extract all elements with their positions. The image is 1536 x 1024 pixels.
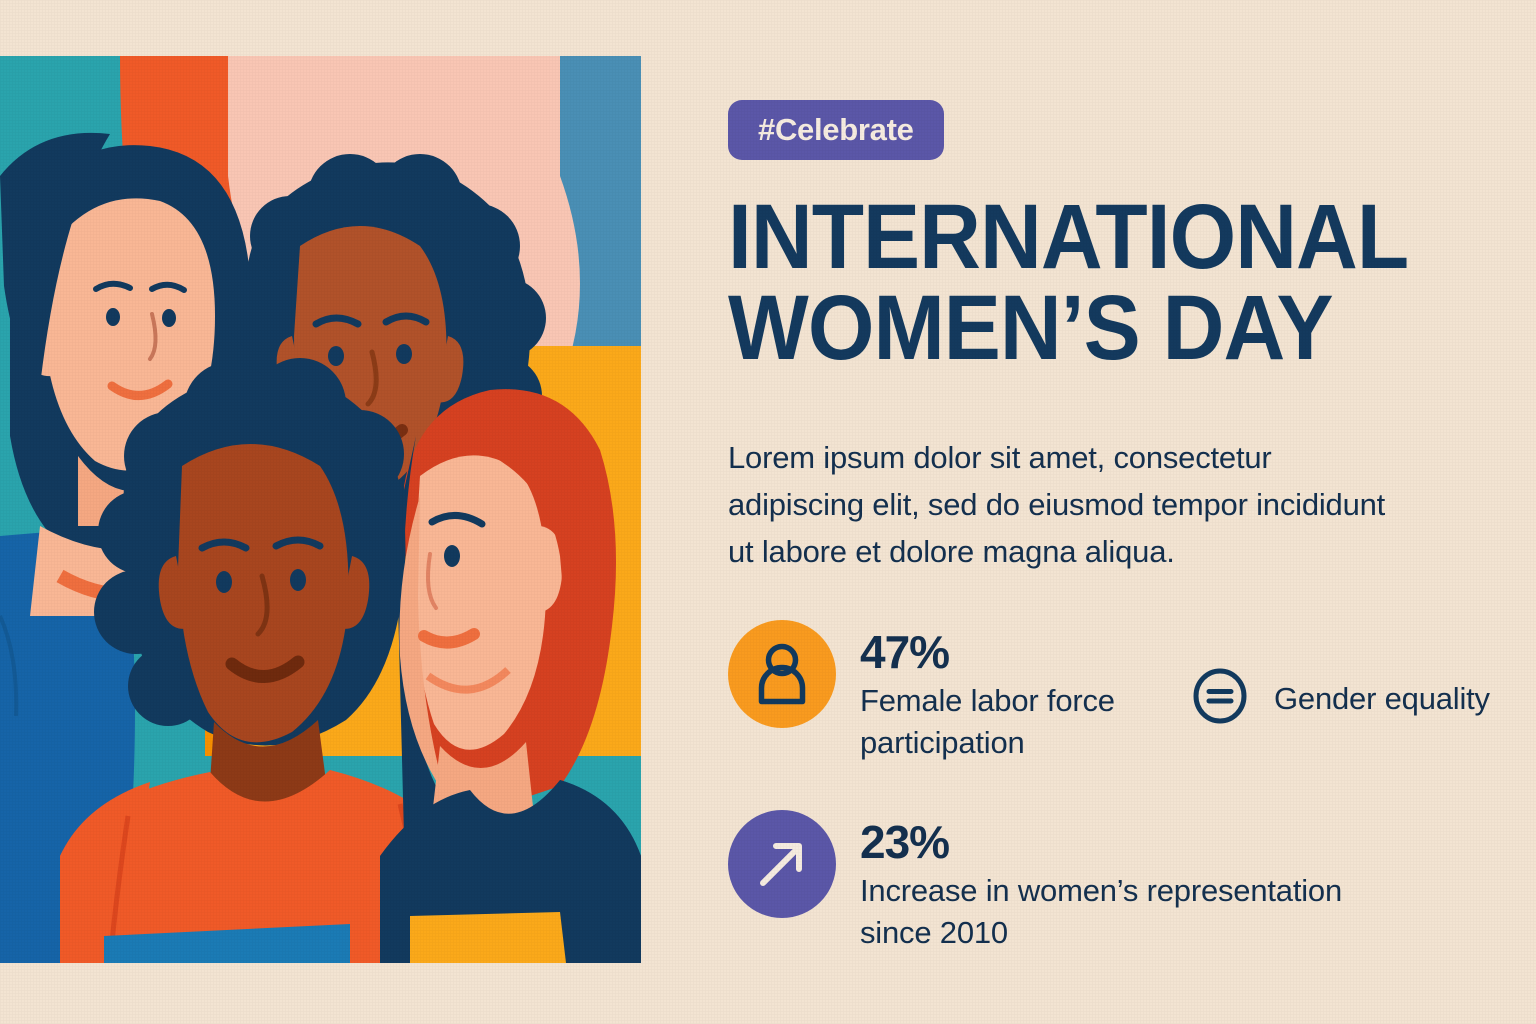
- women-illustration: [0, 56, 641, 963]
- stat-value: 23%: [860, 816, 950, 868]
- content-column: #Celebrate INTERNATIONAL WOMEN’S DAY Lor…: [724, 0, 1536, 1024]
- figure-front-right: [380, 389, 641, 963]
- stat-label: Increase in women’s representation since…: [860, 873, 1343, 951]
- person-icon: [728, 620, 836, 728]
- stat-label: Female labor force participation: [860, 683, 1115, 761]
- stat-value: 47%: [860, 626, 950, 678]
- gender-equality-item: Gender equality: [1192, 668, 1490, 729]
- page-title: INTERNATIONAL WOMEN’S DAY: [728, 186, 1435, 380]
- stat-female-labor-force: 47% Female labor force participation: [728, 620, 1158, 764]
- celebrate-badge[interactable]: #Celebrate: [728, 100, 944, 160]
- title-line-1: INTERNATIONAL: [728, 186, 1409, 288]
- intro-paragraph: Lorem ipsum dolor sit amet, consectetur …: [728, 440, 1386, 570]
- stat-text: 23% Increase in women’s representation s…: [860, 810, 1408, 954]
- arrow-up-right-icon: [728, 810, 836, 918]
- gender-equality-label: Gender equality: [1274, 680, 1490, 716]
- illustration-panel: [0, 56, 641, 963]
- title-line-2: WOMEN’S DAY: [728, 277, 1334, 380]
- stat-text: 47% Female labor force participation: [860, 620, 1158, 764]
- figure-front-left: [60, 358, 470, 963]
- stat-representation-increase: 23% Increase in women’s representation s…: [728, 810, 1408, 954]
- equals-circle-icon: [1192, 668, 1248, 729]
